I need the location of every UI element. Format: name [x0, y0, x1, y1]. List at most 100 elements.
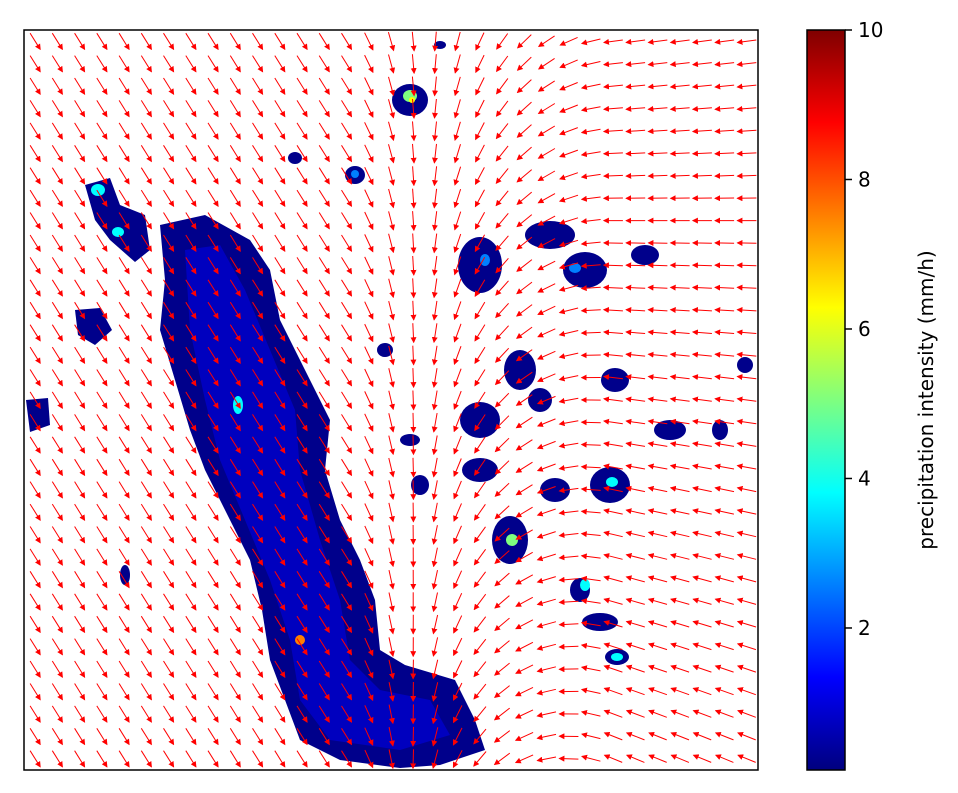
motion-vector-arrow	[432, 98, 438, 119]
motion-vector-arrow	[388, 188, 396, 209]
motion-vector-arrow	[296, 346, 308, 365]
motion-vector-arrow	[364, 727, 374, 746]
motion-vector-arrow	[625, 687, 645, 696]
motion-vector-arrow	[474, 324, 486, 342]
motion-vector-arrow	[118, 346, 130, 365]
motion-vector-arrow	[118, 414, 130, 432]
motion-vector-arrow	[473, 728, 487, 745]
motion-vector-arrow	[229, 189, 241, 208]
motion-vector-arrow	[558, 643, 579, 650]
motion-vector-arrow	[474, 234, 486, 253]
motion-vector-arrow	[96, 122, 108, 140]
motion-vector-arrow	[537, 260, 556, 271]
motion-vector-arrow	[692, 396, 712, 403]
motion-vector-arrow	[318, 638, 330, 656]
motion-vector-arrow	[229, 615, 241, 634]
motion-vector-arrow	[736, 128, 757, 135]
motion-vector-arrow	[140, 212, 152, 230]
motion-vector-arrow	[410, 300, 417, 321]
motion-vector-arrow	[452, 727, 463, 746]
motion-vector-arrow	[514, 709, 534, 719]
motion-vector-arrow	[625, 150, 646, 157]
motion-vector-arrow	[364, 413, 374, 432]
motion-vector-arrow	[494, 505, 510, 520]
motion-vector-arrow	[207, 32, 219, 51]
motion-vector-arrow	[29, 660, 41, 678]
motion-vector-arrow	[140, 503, 152, 522]
motion-vector-arrow	[736, 463, 757, 470]
motion-vector-arrow	[669, 351, 690, 358]
motion-vector-arrow	[118, 660, 130, 678]
motion-vector-arrow	[51, 481, 63, 499]
motion-vector-arrow	[318, 391, 330, 409]
motion-vector-arrow	[207, 77, 219, 95]
motion-vector-arrow	[625, 463, 646, 470]
motion-vector-arrow	[274, 458, 286, 477]
motion-vector-arrow	[341, 324, 353, 342]
motion-vector-arrow	[669, 262, 690, 269]
motion-vector-arrow	[536, 486, 556, 495]
motion-vector-arrow	[603, 664, 623, 673]
motion-vector-arrow	[453, 54, 461, 74]
motion-vector-arrow	[163, 526, 175, 544]
motion-vector-arrow	[207, 503, 219, 522]
motion-vector-arrow	[453, 480, 462, 500]
motion-vector-arrow	[163, 638, 175, 656]
intense-cores	[91, 90, 623, 661]
motion-vector-arrow	[515, 461, 533, 473]
motion-vector-arrow	[625, 709, 645, 718]
motion-vector-arrow	[431, 682, 439, 702]
motion-vector-arrow	[364, 279, 374, 298]
motion-vector-arrow	[558, 487, 579, 494]
motion-vector-arrow	[118, 100, 130, 118]
motion-vector-arrow	[410, 188, 417, 209]
motion-vector-arrow	[714, 642, 734, 651]
motion-vector-arrow	[431, 345, 438, 366]
motion-vector-arrow	[229, 660, 241, 678]
motion-vector-arrow	[516, 214, 533, 228]
motion-vector-arrow	[229, 728, 241, 746]
motion-vector-arrow	[207, 548, 219, 566]
motion-vector-arrow	[274, 391, 286, 409]
motion-vector-arrow	[96, 458, 108, 477]
motion-vector-arrow	[669, 150, 690, 157]
motion-vector-arrow	[29, 279, 41, 297]
motion-vector-arrow	[229, 77, 241, 95]
motion-vector-arrow	[647, 307, 668, 314]
motion-vector-arrow	[74, 145, 86, 163]
motion-vector-arrow	[318, 212, 330, 230]
motion-vector-arrow	[229, 55, 241, 73]
motion-vector-arrow	[536, 733, 557, 741]
motion-vector-arrow	[185, 212, 197, 230]
motion-vector-arrow	[580, 553, 601, 560]
motion-vector-arrow	[341, 638, 353, 656]
motion-vector-arrow	[118, 189, 130, 208]
colorbar-frame	[806, 29, 846, 771]
motion-vector-arrow	[296, 369, 308, 387]
motion-vector-arrow	[647, 575, 668, 583]
motion-vector-arrow	[207, 571, 219, 589]
motion-vector-arrow	[625, 374, 646, 381]
motion-vector-arrow	[96, 593, 108, 611]
motion-vector-arrow	[493, 752, 511, 766]
motion-vector-arrow	[536, 531, 556, 539]
motion-vector-arrow	[29, 100, 41, 118]
motion-vector-arrow	[296, 55, 308, 73]
motion-vector-arrow	[185, 167, 197, 185]
motion-vector-arrow	[536, 598, 556, 606]
motion-vector-arrow	[252, 750, 264, 768]
motion-vector-arrow	[669, 172, 690, 179]
motion-vector-arrow	[163, 728, 175, 746]
motion-vector-arrow	[647, 329, 668, 336]
motion-vector-arrow	[274, 660, 286, 678]
motion-vector-arrow	[185, 414, 197, 432]
motion-vector-arrow	[714, 530, 735, 538]
motion-vector-arrow	[432, 76, 439, 97]
motion-vector-arrow	[670, 664, 690, 673]
motion-vector-arrow	[207, 324, 219, 342]
motion-vector-arrow	[714, 441, 735, 448]
motion-vector-arrow	[341, 615, 353, 634]
motion-vector-arrow	[388, 502, 395, 523]
motion-vector-arrow	[537, 350, 556, 360]
motion-vector-arrow	[296, 750, 308, 768]
